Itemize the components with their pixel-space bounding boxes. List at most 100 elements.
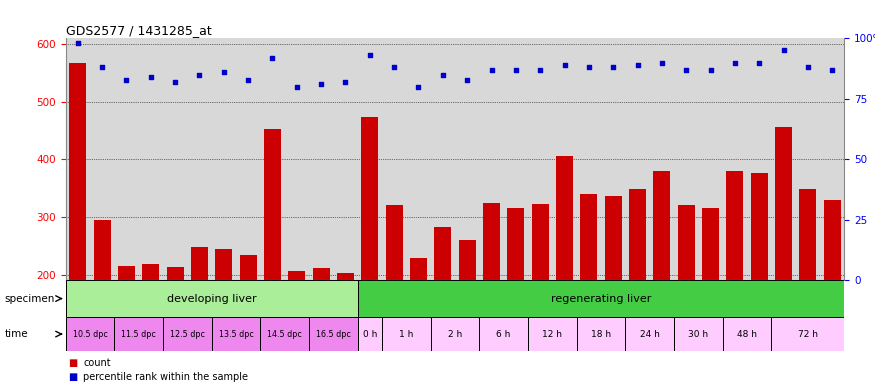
Point bbox=[485, 67, 499, 73]
Point bbox=[533, 67, 547, 73]
Bar bbox=[480, 317, 528, 351]
Point bbox=[192, 71, 206, 78]
Bar bbox=[215, 249, 233, 384]
Bar bbox=[166, 267, 184, 384]
Text: 16.5 dpc: 16.5 dpc bbox=[316, 329, 351, 339]
Bar bbox=[115, 317, 163, 351]
Bar bbox=[212, 317, 261, 351]
Point bbox=[728, 60, 742, 66]
Bar bbox=[772, 317, 844, 351]
Bar bbox=[191, 248, 208, 384]
Bar bbox=[626, 317, 674, 351]
Text: 13.5 dpc: 13.5 dpc bbox=[219, 329, 254, 339]
Point bbox=[339, 79, 353, 85]
Text: regenerating liver: regenerating liver bbox=[551, 293, 651, 304]
Bar bbox=[382, 317, 430, 351]
Bar bbox=[654, 171, 670, 384]
Bar bbox=[261, 317, 309, 351]
Point bbox=[557, 62, 571, 68]
Point bbox=[704, 67, 717, 73]
Point bbox=[460, 76, 474, 83]
Text: ■: ■ bbox=[68, 358, 78, 368]
Bar bbox=[240, 255, 256, 384]
Bar bbox=[674, 317, 723, 351]
Bar bbox=[94, 220, 110, 384]
Bar bbox=[507, 208, 524, 384]
Text: GDS2577 / 1431285_at: GDS2577 / 1431285_at bbox=[66, 24, 212, 37]
Text: 10.5 dpc: 10.5 dpc bbox=[73, 329, 108, 339]
Bar bbox=[775, 127, 792, 384]
Text: percentile rank within the sample: percentile rank within the sample bbox=[83, 372, 248, 382]
Bar bbox=[66, 280, 358, 317]
Bar bbox=[726, 171, 744, 384]
Point bbox=[144, 74, 158, 80]
Text: time: time bbox=[4, 329, 28, 339]
Bar bbox=[532, 204, 549, 384]
Point bbox=[606, 65, 620, 71]
Text: 0 h: 0 h bbox=[362, 329, 377, 339]
Point bbox=[265, 55, 279, 61]
Text: 18 h: 18 h bbox=[591, 329, 611, 339]
Text: 12.5 dpc: 12.5 dpc bbox=[170, 329, 205, 339]
Bar bbox=[580, 194, 598, 384]
Bar bbox=[800, 189, 816, 384]
Text: 2 h: 2 h bbox=[448, 329, 462, 339]
Bar bbox=[751, 173, 767, 384]
Point bbox=[654, 60, 668, 66]
Point bbox=[411, 84, 425, 90]
Bar bbox=[358, 317, 382, 351]
Point bbox=[120, 76, 134, 83]
Bar bbox=[430, 317, 480, 351]
Point bbox=[217, 69, 231, 75]
Point bbox=[290, 84, 304, 90]
Bar bbox=[823, 200, 841, 384]
Text: 12 h: 12 h bbox=[542, 329, 563, 339]
Bar bbox=[434, 227, 452, 384]
Text: specimen: specimen bbox=[4, 293, 55, 304]
Bar bbox=[723, 317, 772, 351]
Bar bbox=[702, 208, 719, 384]
Point bbox=[71, 40, 85, 46]
Text: developing liver: developing liver bbox=[167, 293, 256, 304]
Text: 30 h: 30 h bbox=[689, 329, 709, 339]
Bar bbox=[386, 205, 402, 384]
Text: 11.5 dpc: 11.5 dpc bbox=[122, 329, 156, 339]
Bar bbox=[577, 317, 626, 351]
Bar bbox=[288, 270, 305, 384]
Point bbox=[776, 47, 790, 53]
Point bbox=[436, 71, 450, 78]
Point bbox=[752, 60, 766, 66]
Point bbox=[825, 67, 839, 73]
Bar bbox=[118, 266, 135, 384]
Text: ■: ■ bbox=[68, 372, 78, 382]
Bar bbox=[361, 118, 378, 384]
Point bbox=[168, 79, 182, 85]
Point bbox=[95, 65, 109, 71]
Point bbox=[582, 65, 596, 71]
Bar bbox=[312, 268, 330, 384]
Point bbox=[242, 76, 256, 83]
Point bbox=[314, 81, 328, 88]
Bar bbox=[528, 317, 577, 351]
Bar bbox=[629, 189, 646, 384]
Bar bbox=[337, 273, 354, 384]
Bar bbox=[410, 258, 427, 384]
Point bbox=[679, 67, 693, 73]
Point bbox=[363, 52, 377, 58]
Text: 24 h: 24 h bbox=[640, 329, 660, 339]
Bar bbox=[69, 63, 87, 384]
Bar bbox=[358, 280, 844, 317]
Bar bbox=[309, 317, 358, 351]
Point bbox=[631, 62, 645, 68]
Text: 48 h: 48 h bbox=[737, 329, 757, 339]
Bar bbox=[556, 156, 573, 384]
Bar bbox=[483, 203, 500, 384]
Bar bbox=[677, 205, 695, 384]
Text: 72 h: 72 h bbox=[798, 329, 818, 339]
Text: count: count bbox=[83, 358, 111, 368]
Bar bbox=[143, 264, 159, 384]
Point bbox=[509, 67, 523, 73]
Bar bbox=[605, 196, 622, 384]
Bar bbox=[66, 317, 115, 351]
Bar bbox=[458, 240, 476, 384]
